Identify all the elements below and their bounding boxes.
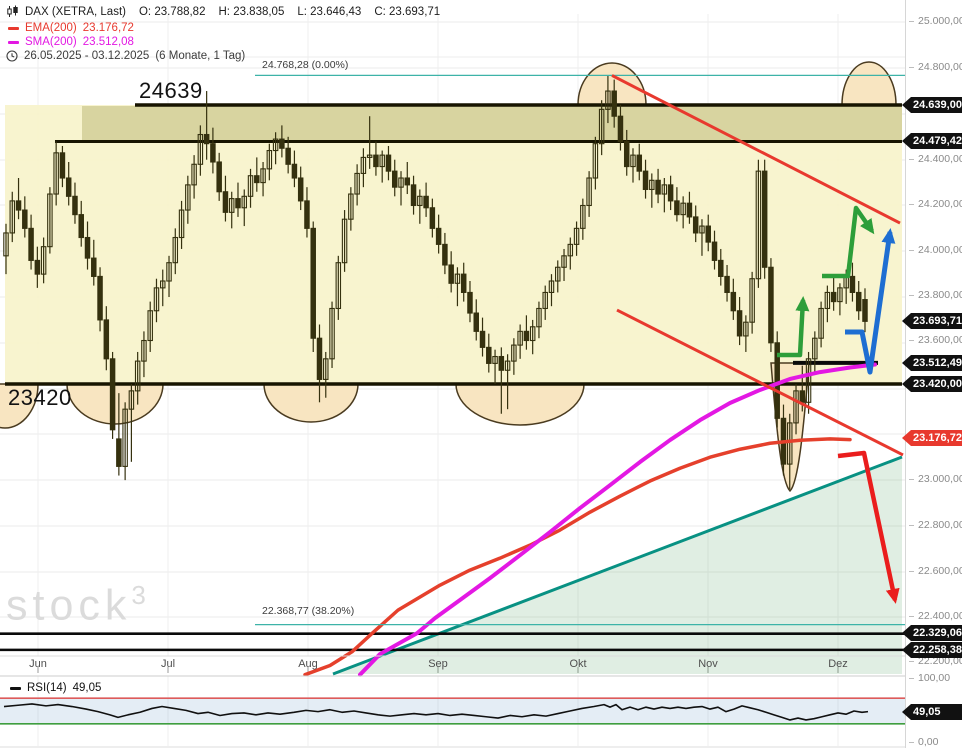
fib-0-label: 24.768,28 (0.00%) xyxy=(262,59,349,71)
price-badge: 23.512,49 xyxy=(902,355,962,371)
x-axis-month-label: Jun xyxy=(29,658,47,670)
y-axis-tick: 0,00 xyxy=(908,736,939,748)
ema-legend-row[interactable]: EMA(200) 23.176,72 xyxy=(8,22,134,34)
price-badge: 49,05 xyxy=(902,704,962,720)
x-axis-month-label: Nov xyxy=(698,658,718,670)
y-axis-tick: 24.800,00 xyxy=(909,61,962,74)
rising-trendline xyxy=(332,455,903,676)
horizontal-levels xyxy=(0,103,905,652)
y-axis-tick: 23.800,00 xyxy=(909,289,962,302)
sma-label: SMA(200) xyxy=(25,36,77,48)
rsi-line-icon xyxy=(10,686,21,690)
open-value: 23.788,82 xyxy=(154,5,206,18)
y-axis-tick: 100,00 xyxy=(908,672,951,684)
stock3-watermark: stock3 xyxy=(6,580,146,630)
red-down-arrow xyxy=(837,450,900,604)
high-value: 23.838,05 xyxy=(233,5,285,18)
date-range: 26.05.2025 - 03.12.2025 xyxy=(24,50,150,62)
green-up-hook-arrow xyxy=(822,205,875,279)
y-axis-tick: 22.200,00 xyxy=(909,655,962,668)
low-label: L: 23.646,43 xyxy=(297,5,362,18)
y-axis-tick: 23.000,00 xyxy=(909,473,962,486)
x-axis-month-label: Jul xyxy=(160,658,176,670)
symbol-title: DAX (XETRA, Last) xyxy=(25,5,126,18)
ema200-line xyxy=(303,437,852,677)
sma-value: 23.512,08 xyxy=(82,36,134,48)
x-axis-month-label: Sep xyxy=(428,658,448,670)
price-badge: 22.258,38 xyxy=(902,642,962,658)
close-label: C: 23.693,71 xyxy=(374,5,441,18)
rsi-value: 49,05 xyxy=(72,682,102,694)
date-range-row: 26.05.2025 - 03.12.2025 (6 Monate, 1 Tag… xyxy=(6,50,245,62)
y-axis-tick: 24.200,00 xyxy=(909,198,962,211)
y-axis-tick: 24.400,00 xyxy=(909,153,962,166)
price-badge: 23.176,72 xyxy=(902,430,962,446)
y-axis-tick: 22.600,00 xyxy=(909,565,962,578)
x-axis-month-label: Aug xyxy=(298,658,318,670)
descending-support xyxy=(616,308,904,457)
x-axis-month-label: Dez xyxy=(828,658,848,670)
sma-line-icon xyxy=(8,40,19,44)
clock-icon xyxy=(6,50,18,62)
close-value: 23.693,71 xyxy=(389,5,441,18)
sma200-line xyxy=(358,362,877,677)
price-badge: 23.420,00 xyxy=(902,376,962,392)
symbol-legend-row[interactable]: DAX (XETRA, Last) O: 23.788,82 H: 23.838… xyxy=(6,5,440,18)
ema-line-icon xyxy=(8,26,19,30)
x-axis-month-label: Okt xyxy=(569,658,587,670)
y-axis-tick: 22.800,00 xyxy=(909,519,962,532)
green-up-arrow-1 xyxy=(777,296,810,358)
rsi-label: RSI(14) xyxy=(27,682,67,694)
price-badge: 24.479,42 xyxy=(902,133,962,149)
granularity: (6 Monate, 1 Tag) xyxy=(155,50,246,62)
descending-resistance xyxy=(611,74,901,225)
zones xyxy=(5,105,902,384)
ema-label: EMA(200) xyxy=(25,22,77,34)
price-badge: 22.329,06 xyxy=(902,625,962,641)
rsi-legend-row[interactable]: RSI(14) 49,05 xyxy=(10,682,101,694)
candles xyxy=(3,75,868,490)
resistance-level-label: 24639 xyxy=(139,78,203,103)
rsi-panel xyxy=(0,697,905,725)
low-value: 23.646,43 xyxy=(310,5,362,18)
y-axis-tick: 23.600,00 xyxy=(909,334,962,347)
sma-legend-row[interactable]: SMA(200) 23.512,08 xyxy=(8,36,134,48)
ema-value: 23.176,72 xyxy=(82,22,134,34)
open-label: O: 23.788,82 xyxy=(138,5,206,18)
price-badge: 23.693,71 xyxy=(902,313,962,329)
y-axis-tick: 24.000,00 xyxy=(909,244,962,257)
fib-38-label: 22.368,77 (38.20%) xyxy=(262,605,355,617)
price-badge: 24.639,00 xyxy=(902,97,962,113)
price-axis[interactable]: 25.000,00 24.800,00 24.400,00 24.200,00 24.0… xyxy=(902,0,962,748)
candlestick-icon xyxy=(6,5,19,18)
high-label: H: 23.838,05 xyxy=(218,5,285,18)
support-level-label: 23420 xyxy=(8,385,72,410)
y-axis-tick: 25.000,00 xyxy=(909,15,962,28)
y-axis-tick: 22.400,00 xyxy=(909,610,962,623)
rsi-line xyxy=(3,703,869,721)
blue-up-arrow xyxy=(845,228,896,375)
